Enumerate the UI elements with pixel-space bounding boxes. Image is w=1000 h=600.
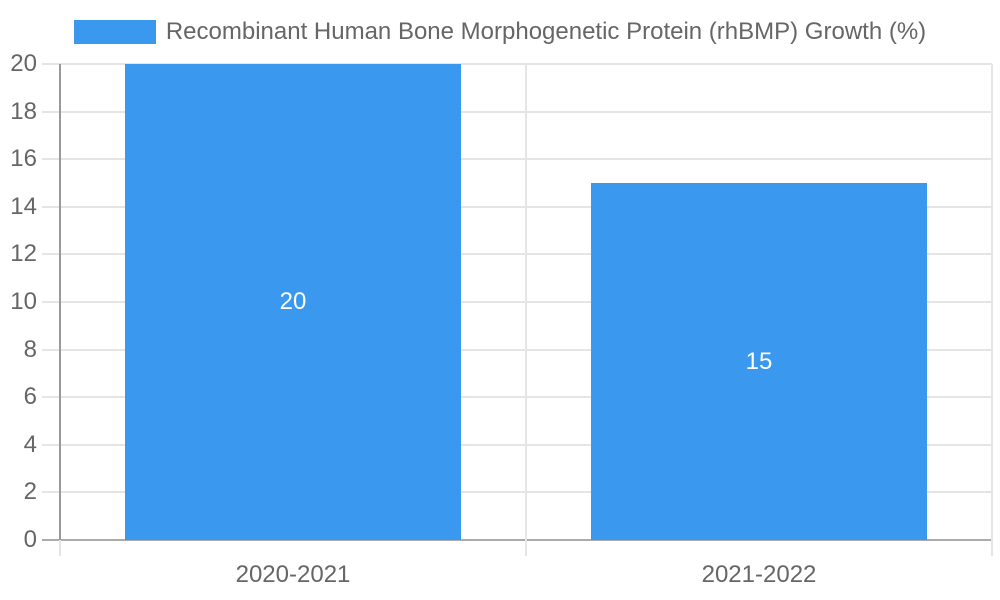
x-gridline	[525, 64, 527, 540]
y-gridline	[42, 110, 992, 113]
x-tick-mark	[59, 540, 61, 556]
y-gridline	[42, 443, 992, 446]
x-axis-label: 2020-2021	[235, 561, 351, 588]
y-tick-label: 8	[23, 335, 37, 363]
y-gridline	[42, 491, 992, 494]
chart-legend: Recombinant Human Bone Morphogenetic Pro…	[0, 20, 1000, 44]
y-tick-label: 20	[10, 50, 37, 77]
y-gridline	[42, 253, 992, 256]
bar[interactable]: 15	[591, 183, 927, 540]
bar-value-label: 15	[745, 347, 773, 375]
y-tick-label: 14	[10, 192, 37, 220]
legend-item[interactable]: Recombinant Human Bone Morphogenetic Pro…	[73, 18, 927, 45]
bar-value-label: 20	[279, 288, 307, 315]
y-tick-label: 0	[23, 526, 37, 553]
y-tick-label: 4	[23, 430, 37, 458]
x-tick-mark	[525, 540, 527, 556]
y-tick-label: 16	[10, 145, 37, 173]
legend-label: Recombinant Human Bone Morphogenetic Pro…	[165, 18, 927, 45]
x-axis-label: 2021-2022	[701, 561, 817, 588]
y-gridline	[42, 158, 992, 161]
y-gridline	[42, 205, 992, 208]
bar[interactable]: 20	[125, 64, 461, 540]
y-gridline	[42, 301, 992, 303]
y-tick-label: 18	[10, 97, 37, 125]
y-axis-line	[59, 64, 61, 540]
x-gridline	[991, 64, 993, 540]
x-tick-mark	[991, 540, 993, 556]
x-axis-zero-line	[42, 539, 992, 541]
y-tick-label: 10	[10, 288, 37, 315]
legend-swatch	[73, 20, 156, 44]
y-gridline	[42, 396, 992, 399]
y-tick-label: 6	[23, 383, 37, 411]
y-gridline	[42, 63, 992, 65]
y-tick-label: 12	[10, 240, 37, 268]
y-tick-label: 2	[23, 478, 37, 506]
y-gridline	[42, 348, 992, 351]
